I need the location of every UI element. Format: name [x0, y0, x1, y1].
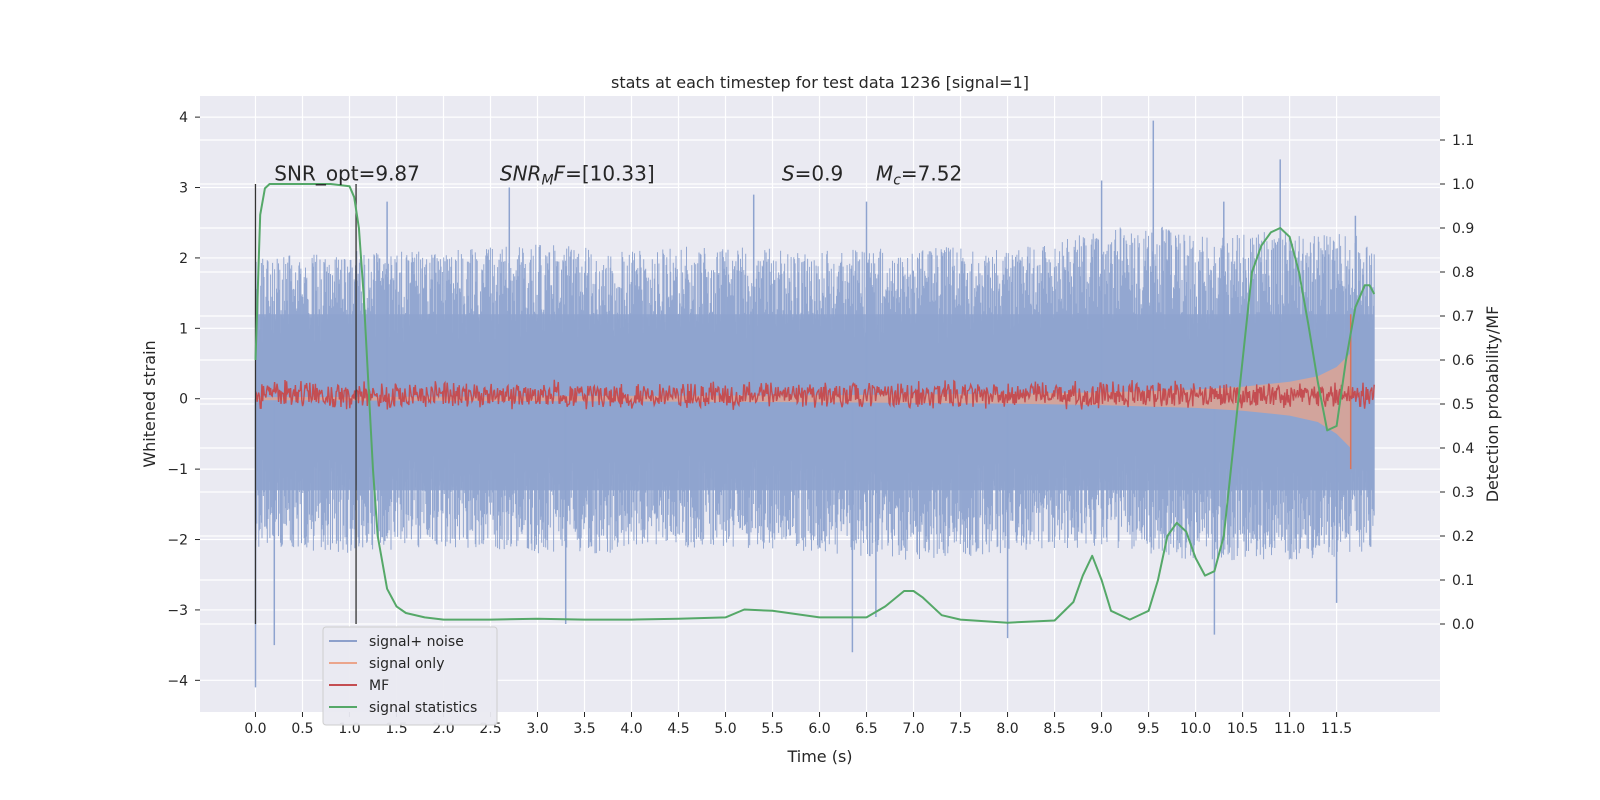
yl-tick-label-5: 1 [179, 321, 188, 337]
yr-tick-label-1: 0.1 [1452, 573, 1474, 589]
x-tick-label-6: 3.0 [526, 721, 548, 737]
mf-trace [254, 379, 1375, 410]
yr-tick-label-10: 1.0 [1452, 177, 1474, 193]
annotation-snr-mf: SNRMF=[10.33] [500, 161, 655, 188]
yr-tick-label-8: 0.8 [1452, 265, 1474, 281]
x-tick-label-14: 7.0 [902, 721, 924, 737]
x-tick-label-12: 6.0 [808, 721, 830, 737]
legend-label-2: MF [369, 678, 389, 694]
chart-title: stats at each timestep for test data 123… [611, 73, 1029, 92]
yr-tick-label-3: 0.3 [1452, 485, 1474, 501]
annotation-mc: Mc=7.52 [876, 161, 962, 188]
yr-tick-label-2: 0.2 [1452, 529, 1474, 545]
x-tick-label-7: 3.5 [573, 721, 595, 737]
vertical-markers [254, 184, 357, 624]
x-tick-label-17: 8.5 [1043, 721, 1065, 737]
yl-tick-label-6: 2 [179, 251, 188, 267]
x-tick-label-16: 8.0 [996, 721, 1018, 737]
x-tick-label-15: 7.5 [949, 721, 971, 737]
legend-box [322, 626, 498, 726]
yl-tick-label-1: −3 [167, 603, 188, 619]
yr-tick-label-4: 0.4 [1452, 441, 1474, 457]
legend-label-1: signal only [369, 656, 444, 672]
yr-tick-label-0: 0.0 [1452, 617, 1474, 633]
y-right-axis-label: Detection probability/MF [1483, 306, 1502, 503]
legend-label-3: signal statistics [369, 700, 477, 716]
yl-tick-label-4: 0 [179, 392, 188, 408]
x-tick-label-11: 5.5 [761, 721, 783, 737]
y-left-axis-ticks: −4 −3 −2 −1 0 1 2 3 4 [167, 110, 200, 689]
x-tick-label-10: 5.0 [714, 721, 736, 737]
yr-tick-label-7: 0.7 [1452, 309, 1474, 325]
x-tick-label-19: 9.5 [1137, 721, 1159, 737]
yl-tick-label-7: 3 [179, 181, 188, 197]
yr-tick-label-5: 0.5 [1452, 397, 1474, 413]
x-tick-label-23: 11.5 [1321, 721, 1352, 737]
y-left-axis-label: Whitened strain [140, 340, 159, 467]
yr-tick-label-9: 0.9 [1452, 221, 1474, 237]
series-signal-statistics [254, 183, 1376, 624]
x-tick-label-8: 4.0 [620, 721, 642, 737]
y-right-axis-ticks: 0.0 0.1 0.2 0.3 0.4 0.5 0.6 0.7 0.8 0.9 1.0 1.1 [1440, 133, 1474, 633]
x-tick-label-22: 11.0 [1274, 721, 1305, 737]
legend: signal+ noise signal only MF signal statist… [322, 626, 498, 726]
annotation-snr-opt: SNR_opt=9.87 [274, 161, 420, 185]
x-tick-label-20: 10.0 [1180, 721, 1211, 737]
x-tick-label-1: 0.5 [291, 721, 313, 737]
yr-tick-label-6: 0.6 [1452, 353, 1474, 369]
annotation-s: S=0.9 [782, 161, 843, 185]
yl-tick-label-2: −2 [167, 533, 188, 549]
yl-tick-label-8: 4 [179, 110, 188, 126]
annotations: SNR_opt=9.87 SNRMF=[10.33] S=0.9 Mc=7.52 [274, 161, 962, 188]
stat-line [254, 183, 1376, 624]
x-tick-label-13: 6.5 [855, 721, 877, 737]
x-tick-label-0: 0.0 [244, 721, 266, 737]
x-axis-label: Time (s) [786, 747, 852, 766]
legend-label-0: signal+ noise [369, 634, 464, 650]
x-tick-label-21: 10.5 [1227, 721, 1258, 737]
x-tick-label-9: 4.5 [667, 721, 689, 737]
yr-tick-label-11: 1.1 [1452, 133, 1474, 149]
x-tick-label-18: 9.0 [1090, 721, 1112, 737]
yl-tick-label-3: −1 [167, 462, 188, 478]
series-mf [254, 379, 1375, 410]
yl-tick-label-0: −4 [167, 673, 188, 689]
